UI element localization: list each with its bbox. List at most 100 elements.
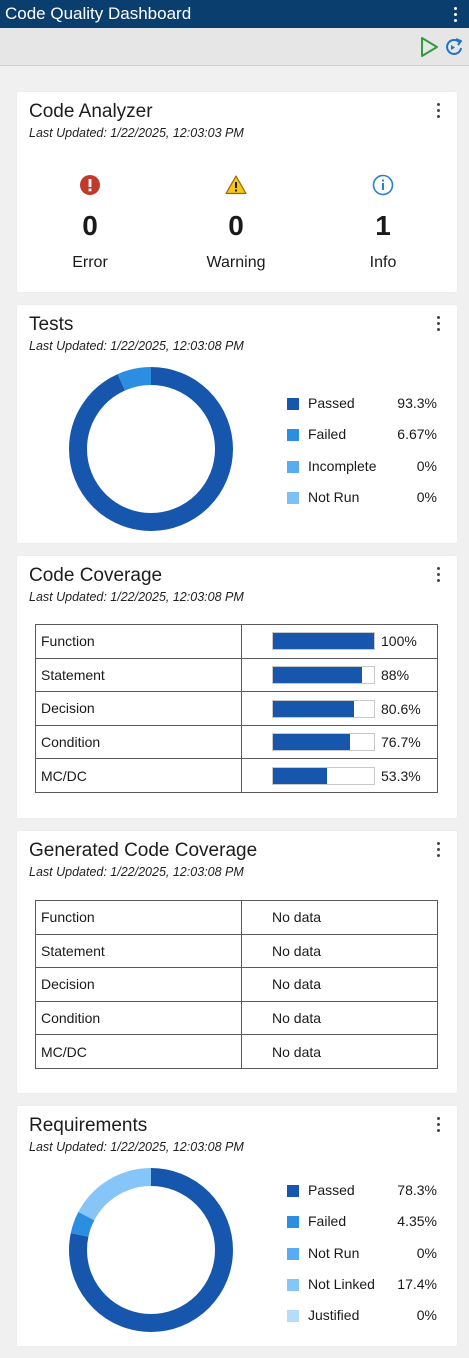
tests-menu-button[interactable] <box>433 313 443 333</box>
tests-legend-incomplete[interactable]: Incomplete 0% <box>287 458 437 489</box>
table-row[interactable]: Decision 80.6% <box>35 691 438 726</box>
tests-slice-passed[interactable] <box>69 367 233 531</box>
legend-swatch <box>287 429 299 442</box>
table-row[interactable]: Condition 76.7% <box>35 724 438 760</box>
coverage-bar-fill <box>273 633 374 650</box>
legend-label: Not Run <box>308 1244 360 1261</box>
more-vertical-icon <box>433 100 443 120</box>
coverage-metric-name: Function <box>35 624 242 659</box>
requirements-legend: Passed 78.3% Failed 4.35% Not Run 0% Not… <box>287 1182 437 1338</box>
legend-value: 93.3% <box>397 395 437 411</box>
tests-last-updated: Last Updated: 1/22/2025, 12:03:08 PM <box>29 339 244 353</box>
table-row[interactable]: MC/DC No data <box>35 1034 438 1069</box>
table-row[interactable]: Statement 88% <box>35 657 438 693</box>
legend-label: Passed <box>308 1182 355 1198</box>
generated-code-coverage-menu-button[interactable] <box>433 839 443 859</box>
table-row[interactable]: Condition No data <box>35 1000 438 1036</box>
code-coverage-title: Code Coverage <box>29 565 163 586</box>
tests-legend-not-run[interactable]: Not Run 0% <box>287 489 437 520</box>
coverage-metric-value: 88% <box>241 657 438 693</box>
requirements-menu-button[interactable] <box>433 1114 443 1134</box>
coverage-metric-value: No data <box>241 1034 438 1069</box>
legend-swatch <box>287 1310 299 1323</box>
title-bar: Code Quality Dashboard <box>0 0 469 28</box>
legend-value: 0% <box>416 1244 437 1261</box>
table-row[interactable]: Function 100% <box>35 624 438 659</box>
code-analyzer-card: Code Analyzer Last Updated: 1/22/2025, 1… <box>17 92 457 292</box>
generated-code-coverage-table: Function No data Statement No data Decis… <box>35 900 438 1069</box>
coverage-metric-value: No data <box>241 933 438 969</box>
tests-legend-failed[interactable]: Failed 6.67% <box>287 426 437 457</box>
legend-swatch <box>287 1185 299 1197</box>
code-coverage-last-updated: Last Updated: 1/22/2025, 12:03:08 PM <box>29 590 244 604</box>
table-row[interactable]: MC/DC 53.3% <box>35 758 438 793</box>
tests-slice-failed[interactable] <box>69 367 233 531</box>
coverage-bar-fill <box>273 734 351 751</box>
legend-value: 6.67% <box>397 426 437 443</box>
legend-swatch <box>287 460 299 473</box>
coverage-metric-value: 53.3% <box>241 758 438 793</box>
coverage-metric-value: 100% <box>241 624 438 659</box>
requirements-legend-failed[interactable]: Failed 4.35% <box>287 1213 437 1244</box>
generated-code-coverage-last-updated: Last Updated: 1/22/2025, 12:03:08 PM <box>29 865 244 879</box>
code-analyzer-last-updated: Last Updated: 1/22/2025, 12:03:03 PM <box>29 126 244 140</box>
legend-value: 17.4% <box>397 1275 437 1292</box>
coverage-metric-value: No data <box>241 900 438 935</box>
requirements-legend-passed[interactable]: Passed 78.3% <box>287 1182 437 1213</box>
more-vertical-icon <box>450 4 460 24</box>
table-row[interactable]: Decision No data <box>35 967 438 1002</box>
coverage-bar <box>272 666 375 685</box>
requirements-last-updated: Last Updated: 1/22/2025, 12:03:08 PM <box>29 1140 244 1154</box>
coverage-percent: 80.6% <box>381 700 421 717</box>
tests-card: Tests Last Updated: 1/22/2025, 12:03:08 … <box>17 305 457 543</box>
coverage-metric-name: Decision <box>35 691 242 726</box>
table-row[interactable]: Function No data <box>35 900 438 935</box>
play-icon <box>421 37 438 57</box>
coverage-bar <box>272 766 375 785</box>
coverage-percent: 76.7% <box>381 734 421 751</box>
requirements-legend-not-linked[interactable]: Not Linked 17.4% <box>287 1276 437 1307</box>
legend-swatch <box>287 491 299 504</box>
info-metric[interactable]: 1 Info <box>323 174 443 272</box>
coverage-metric-name: Decision <box>35 967 242 1002</box>
legend-label: Failed <box>308 426 347 443</box>
run-button[interactable] <box>418 36 440 58</box>
warning-metric[interactable]: 0 Warning <box>176 174 296 272</box>
legend-value: 0% <box>416 457 437 474</box>
title-menu-button[interactable] <box>450 4 460 24</box>
coverage-metric-value: No data <box>241 1000 438 1036</box>
code-coverage-menu-button[interactable] <box>433 564 443 584</box>
code-analyzer-menu-button[interactable] <box>433 100 443 120</box>
error-metric[interactable]: 0 Error <box>30 174 150 272</box>
warning-label: Warning <box>206 254 266 271</box>
table-row[interactable]: Statement No data <box>35 933 438 969</box>
code-analyzer-title: Code Analyzer <box>29 101 153 122</box>
more-vertical-icon <box>433 313 443 333</box>
requirements-legend-justified[interactable]: Justified 0% <box>287 1307 437 1338</box>
legend-value: 4.35% <box>397 1213 437 1230</box>
code-coverage-table: Function 100% Statement 88% Decision 80.… <box>35 624 438 793</box>
tests-donut-chart <box>69 367 233 531</box>
tests-legend-passed[interactable]: Passed 93.3% <box>287 395 437 426</box>
requirements-card: Requirements Last Updated: 1/22/2025, 12… <box>17 1106 457 1346</box>
info-count: 1 <box>375 210 391 241</box>
legend-label: Not Linked <box>308 1275 375 1292</box>
requirements-donut-chart <box>69 1168 233 1332</box>
coverage-metric-name: Condition <box>35 724 242 760</box>
requirements-slice-passed[interactable] <box>69 1168 233 1332</box>
info-icon <box>372 174 394 196</box>
legend-value: 0% <box>416 488 437 505</box>
toolbar <box>0 28 469 66</box>
legend-swatch <box>287 1247 299 1260</box>
generated-code-coverage-title: Generated Code Coverage <box>29 840 258 861</box>
warning-icon <box>225 175 247 195</box>
coverage-metric-name: MC/DC <box>35 1034 242 1069</box>
app-title: Code Quality Dashboard <box>5 4 192 23</box>
legend-label: Not Run <box>308 488 360 505</box>
requirements-title: Requirements <box>29 1115 148 1136</box>
requirements-legend-not-run[interactable]: Not Run 0% <box>287 1245 437 1276</box>
legend-value: 78.3% <box>397 1182 437 1198</box>
legend-label: Failed <box>308 1213 347 1230</box>
error-icon <box>80 175 100 195</box>
refresh-button[interactable] <box>443 36 465 58</box>
